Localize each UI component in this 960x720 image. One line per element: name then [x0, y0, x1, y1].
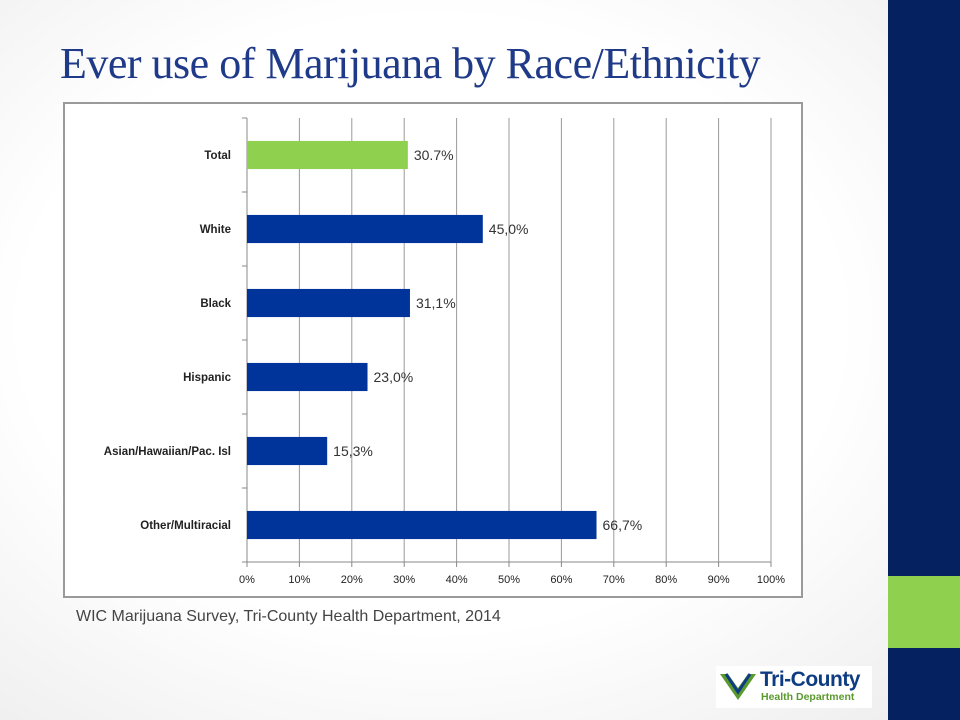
data-label: 66,7%	[603, 517, 643, 533]
category-label: White	[200, 224, 231, 236]
bar	[247, 362, 368, 392]
x-tick-label: 80%	[655, 574, 677, 586]
tri-county-logo: Tri-County Health Department	[716, 666, 872, 708]
bar	[247, 510, 597, 540]
slide-title: Ever use of Marijuana by Race/Ethnicity	[60, 39, 761, 88]
data-label: 45,0%	[489, 221, 529, 237]
bar	[247, 436, 328, 466]
data-label: 15,3%	[333, 443, 373, 459]
x-tick-label: 0%	[239, 574, 255, 586]
data-label: 31,1%	[416, 295, 456, 311]
x-tick-label: 20%	[341, 574, 363, 586]
x-tick-label: 90%	[708, 574, 730, 586]
data-label: 30.7%	[414, 147, 454, 163]
data-label: 23,0%	[374, 369, 414, 385]
x-tick-label: 70%	[603, 574, 625, 586]
x-tick-label: 30%	[393, 574, 415, 586]
category-label: Black	[200, 298, 231, 310]
chart-frame: 0% 10% 20% 30% 40% 50% 60% 70% 80% 90% 100% Total 30…	[63, 102, 803, 598]
source-note: WIC Marijuana Survey, Tri-County Health …	[76, 608, 501, 625]
bar	[247, 140, 408, 170]
category-label: Asian/Hawaiian/Pac. Isl	[104, 446, 231, 458]
bar	[247, 214, 483, 244]
x-tick-label: 10%	[288, 574, 310, 586]
bar-chart: 0% 10% 20% 30% 40% 50% 60% 70% 80% 90% 100% Total 30…	[104, 117, 785, 586]
logo-name: Tri-County	[760, 668, 861, 691]
x-tick-label: 40%	[446, 574, 468, 586]
x-tick-label: 100%	[757, 574, 785, 586]
right-green-accent	[888, 576, 960, 648]
category-label: Hispanic	[183, 372, 232, 384]
logo-subtitle: Health Department	[761, 691, 855, 703]
logo-mark-icon	[720, 673, 756, 700]
x-tick-label: 50%	[498, 574, 520, 586]
category-label: Total	[204, 150, 231, 162]
x-tick-label: 60%	[550, 574, 572, 586]
category-label: Other/Multiracial	[140, 520, 231, 532]
bar	[247, 288, 410, 318]
